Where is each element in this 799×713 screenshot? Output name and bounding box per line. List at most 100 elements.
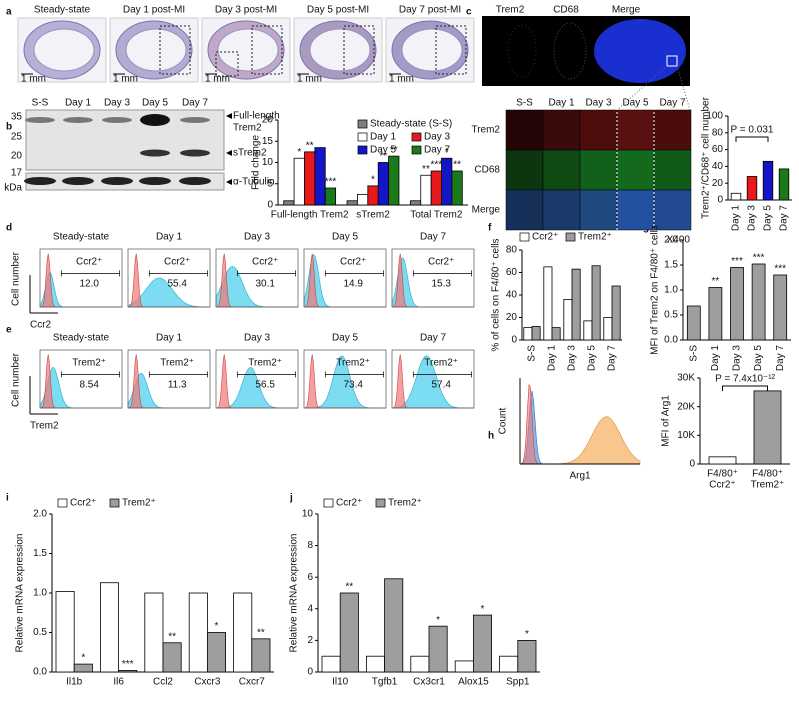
- axis-title: Count: [498, 407, 509, 434]
- x-tick-label: Day 5: [587, 345, 598, 372]
- bar: [753, 390, 782, 465]
- column-label: Day 3: [585, 98, 612, 109]
- histogram-frame: [127, 248, 211, 308]
- bar: [304, 151, 316, 206]
- significance: *: [481, 604, 485, 615]
- x-tick-label: Cx3cr1: [413, 677, 445, 688]
- significance: **: [422, 164, 430, 175]
- y-tick-label: 40: [506, 290, 518, 301]
- channel-label: Trem2: [496, 5, 525, 16]
- x-tick-label: Day 5: [753, 345, 764, 372]
- bar: [388, 155, 400, 206]
- bar: [543, 266, 553, 341]
- significance: **: [379, 151, 387, 162]
- band-arrow: [226, 150, 232, 156]
- x-tick-label: Ccl2: [153, 677, 173, 688]
- blot-band: [101, 177, 133, 185]
- bar: [708, 456, 737, 465]
- gate-label: Trem2⁺: [336, 357, 370, 368]
- row-label: CD68: [474, 165, 500, 176]
- micrograph: [616, 189, 655, 231]
- scale-label: 1 mm: [297, 74, 322, 85]
- x-tick-label: S-S: [527, 345, 538, 362]
- zoom-box: [251, 25, 283, 75]
- x-tick-label: Total Trem2: [410, 210, 463, 221]
- gate-value: 73.4: [343, 379, 363, 390]
- bar: [377, 162, 389, 206]
- p-value: P = 7.4x10⁻¹²: [715, 374, 776, 385]
- panel-label: b: [6, 122, 12, 133]
- x-tick-label: Day 3: [732, 345, 743, 372]
- row-label: Merge: [472, 205, 501, 216]
- panel-label: h: [488, 431, 494, 442]
- bar: [162, 642, 182, 673]
- bar: [603, 317, 613, 341]
- zoom-box: [666, 55, 678, 67]
- band-arrow: [226, 179, 232, 185]
- axis-title: Ccr2: [30, 320, 52, 331]
- gate-value: 11.3: [168, 379, 187, 390]
- histogram-title: Day 5: [332, 232, 359, 243]
- p-bracket: [735, 136, 769, 142]
- histogram-frame: [39, 349, 123, 409]
- channel-label: Merge: [612, 5, 641, 16]
- legend-swatch: [411, 132, 422, 142]
- significance: *: [525, 629, 529, 640]
- bar: [730, 267, 744, 341]
- heart-lumen: [401, 28, 463, 72]
- y-tick-label: 100: [706, 111, 723, 122]
- significance: **: [257, 627, 265, 638]
- scale-label: 1 mm: [205, 74, 230, 85]
- micrograph: [542, 149, 581, 191]
- legend-swatch: [565, 232, 576, 242]
- legend-label: Steady-state (S-S): [370, 119, 452, 130]
- band-label: sTrem2: [233, 148, 267, 159]
- blot-band: [140, 149, 170, 157]
- legend-label: Ccr2⁺: [336, 498, 362, 509]
- panel-label: i: [6, 493, 9, 504]
- axis-title: Cell number: [11, 352, 22, 407]
- heart-lumen: [217, 28, 279, 72]
- legend-label: Trem2⁺: [578, 232, 612, 243]
- y-tick-label: 0.5: [664, 310, 678, 321]
- gate-label: Ccr2⁺: [340, 256, 366, 267]
- scale-label: 1 mm: [113, 74, 138, 85]
- gate-value: 14.9: [343, 278, 363, 289]
- significance: **: [168, 631, 176, 642]
- y-axis-title: MFI of Arg1: [661, 395, 672, 447]
- y-tick-label: 2.0: [33, 509, 47, 520]
- bar: [118, 670, 138, 673]
- micrograph: [505, 149, 544, 191]
- gate-value: 15.3: [431, 278, 451, 289]
- significance: **: [345, 582, 353, 593]
- y-tick-label: 2: [307, 635, 313, 646]
- legend-swatch: [519, 232, 530, 242]
- band-label: Full-length: [233, 111, 280, 122]
- panel-label: f: [488, 223, 492, 234]
- bar: [357, 193, 369, 206]
- bar: [365, 655, 385, 673]
- lane-label: Day 7: [182, 98, 209, 109]
- bar: [410, 655, 430, 673]
- bar: [188, 592, 208, 673]
- blot-band: [179, 177, 211, 185]
- axis-title: Trem2: [30, 421, 59, 432]
- zoom-box: [215, 51, 239, 77]
- significance: ***: [325, 177, 337, 188]
- significance: *: [215, 621, 219, 632]
- bar: [409, 200, 422, 206]
- bar: [367, 185, 379, 206]
- y-tick-label: 0: [689, 459, 695, 470]
- bar: [778, 168, 790, 201]
- x-tick-label: Day 3: [747, 205, 758, 232]
- x-tick-label: Day 7: [779, 205, 790, 232]
- mw-marker: 35: [11, 112, 23, 123]
- bar: [430, 170, 442, 206]
- legend-swatch: [57, 498, 68, 508]
- legend-label: Day 7: [424, 145, 451, 156]
- bar: [314, 147, 326, 206]
- bar: [751, 263, 766, 341]
- p-bracket: [722, 385, 768, 391]
- bar: [517, 640, 537, 673]
- blot-band: [139, 177, 171, 185]
